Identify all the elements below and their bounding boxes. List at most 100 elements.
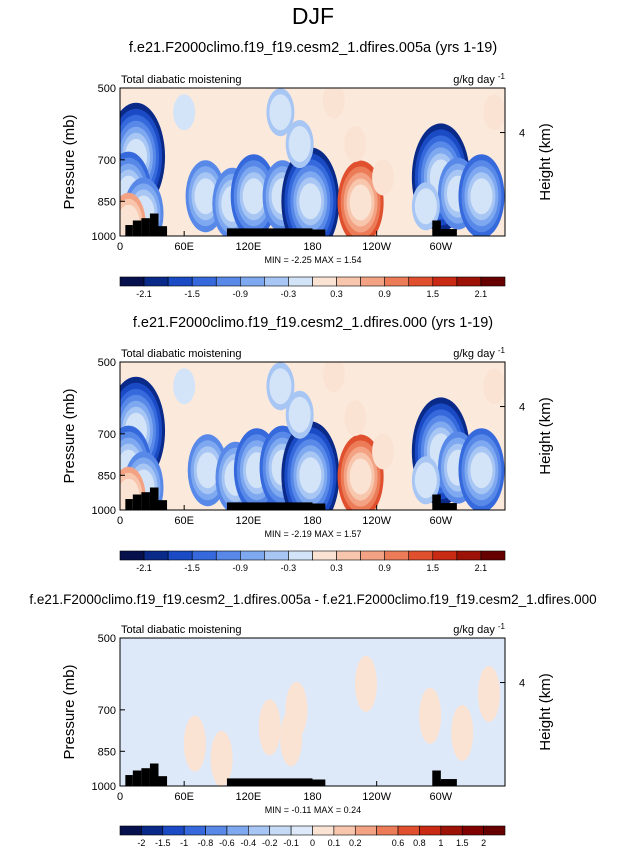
min-max-label: MIN = -0.11 MAX = 0.24 (265, 805, 361, 815)
colorbar-swatch (143, 550, 169, 561)
colorbar-swatch (205, 825, 228, 836)
contour-level (210, 730, 233, 786)
colorbar-swatch (215, 276, 241, 287)
field-feature (411, 182, 440, 231)
colorbar-swatch (419, 825, 442, 836)
min-max-label: MIN = -2.25 MAX = 1.54 (264, 255, 361, 265)
contour-field (120, 638, 505, 786)
contour-level (196, 452, 219, 489)
terrain-block (149, 763, 159, 786)
contour-level (288, 126, 311, 163)
colorbar-swatch (360, 550, 385, 561)
field-feature (354, 655, 377, 712)
x-tick-label: 120W (362, 515, 391, 527)
x-tick-label: 180 (303, 241, 321, 253)
terrain-block (312, 779, 326, 786)
colorbar-swatch (312, 276, 337, 287)
field-feature (281, 147, 340, 236)
panel-title: f.e21.F2000climo.f19_f19.cesm2_1.dfires.… (133, 315, 493, 331)
colorbar-swatch (248, 825, 271, 836)
colorbar-label: 2.1 (475, 289, 488, 299)
colorbar-label: -0.6 (219, 838, 235, 848)
colorbar-label: -0.3 (281, 289, 297, 299)
colorbar-swatch (119, 550, 145, 561)
colorbar-swatch (240, 276, 265, 287)
field-feature (337, 160, 384, 236)
colorbar-label: -2 (137, 838, 145, 848)
y-tick-label: 500 (98, 83, 116, 95)
panel-2: f.e21.F2000climo.f19_f19.cesm2_1.dfires.… (61, 315, 554, 573)
contour-level (299, 183, 322, 220)
contour-level (483, 94, 505, 131)
contour-level (173, 368, 196, 405)
x-tick-label: 60W (430, 515, 453, 527)
field-feature (210, 730, 233, 786)
terrain-block (132, 220, 142, 236)
colorbar-swatch (397, 825, 420, 836)
terrain-block (125, 775, 133, 786)
field-feature (458, 154, 505, 236)
field-feature (477, 666, 500, 723)
colorbar-swatch (183, 825, 206, 836)
y-axis-title: Pressure (mb) (61, 664, 78, 759)
field-feature (280, 710, 303, 767)
colorbar-swatch (312, 825, 335, 836)
contour-level (451, 704, 474, 761)
contour-level (483, 368, 505, 405)
contour-level (344, 400, 367, 437)
field-feature (230, 154, 277, 236)
contour-field (120, 88, 505, 236)
contour-level (372, 159, 395, 196)
field-feature (458, 428, 505, 510)
colorbar-label: 1.5 (427, 563, 440, 573)
field-feature (322, 362, 345, 393)
colorbar: -2.1 -1.5 -0.9 -0.3 0.3 0.9 1.5 2.1 (119, 276, 506, 299)
colorbar-label: -0.2 (262, 838, 278, 848)
colorbar-label: -0.8 (198, 838, 214, 848)
colorbar-swatch (215, 550, 241, 561)
colorbar-swatch (483, 825, 506, 836)
contour-level (477, 666, 500, 723)
colorbar-swatch (312, 550, 337, 561)
terrain-block (312, 503, 326, 510)
field-feature (183, 715, 206, 772)
colorbar-label: -0.3 (281, 563, 297, 573)
colorbar-swatch (440, 825, 463, 836)
colorbar-label: 0.8 (413, 838, 426, 848)
panel-title: f.e21.F2000climo.f19_f19.cesm2_1.dfires.… (129, 40, 497, 56)
field-background (120, 638, 505, 786)
contour-level (349, 184, 372, 221)
colorbar-label: -0.1 (283, 838, 299, 848)
y-tick-label: 850 (98, 196, 116, 208)
colorbar-swatch (119, 825, 142, 836)
contour-level (173, 94, 196, 131)
panel-title: f.e21.F2000climo.f19_f19.cesm2_1.dfires.… (29, 592, 596, 607)
colorbar-label: -2.1 (136, 563, 152, 573)
terrain-block (440, 229, 457, 236)
y-axis-title: Pressure (mb) (61, 114, 78, 209)
contour-level (354, 655, 377, 712)
colorbar-swatch (162, 825, 185, 836)
colorbar-label: 1.5 (427, 289, 440, 299)
contour-level (414, 462, 437, 499)
colorbar-swatch (432, 550, 458, 561)
terrain-block (432, 494, 441, 510)
terrain-block (149, 213, 159, 236)
terrain-block (132, 494, 142, 510)
terrain-block (158, 226, 168, 236)
colorbar-swatch (354, 825, 377, 836)
y-tick-label: 1000 (92, 231, 116, 243)
field-feature (483, 368, 505, 405)
x-tick-label: 60W (430, 791, 453, 803)
colorbar-swatch (408, 276, 434, 287)
y-tick-label: 500 (98, 633, 116, 645)
y-tick-label: 850 (98, 746, 116, 758)
y2-tick-label: 4 (519, 678, 525, 690)
terrain-block (141, 768, 150, 786)
colorbar-label: -1.5 (184, 563, 200, 573)
colorbar-label: 1 (438, 838, 443, 848)
terrain-block (141, 492, 150, 510)
colorbar-label: 0.6 (392, 838, 405, 848)
contour-field (120, 362, 505, 510)
